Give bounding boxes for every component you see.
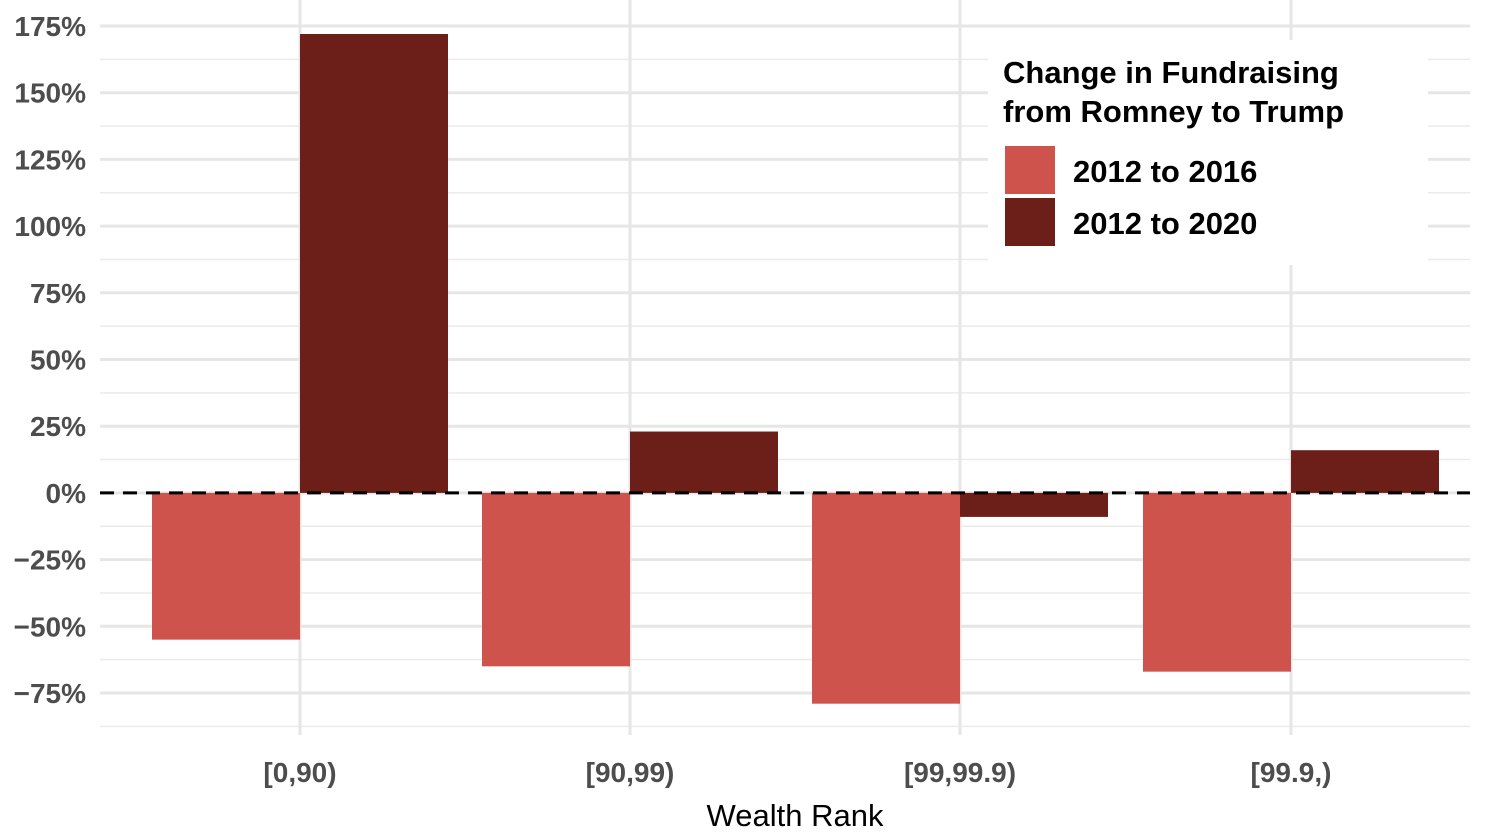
- bar-2012-to-2020-1: [630, 431, 778, 493]
- x-axis-title: Wealth Rank: [707, 798, 884, 833]
- bar-2012-to-2016-3: [1143, 492, 1291, 672]
- legend-title-line-2: from Romney to Trump: [1003, 94, 1344, 129]
- y-tick-label: 125%: [14, 144, 86, 175]
- y-tick-label: 25%: [30, 411, 86, 442]
- y-tick-label: −50%: [14, 611, 86, 642]
- bar-2012-to-2016-2: [812, 492, 960, 704]
- x-tick-label: [90,99): [586, 757, 675, 788]
- y-tick-label: 100%: [14, 211, 86, 242]
- y-tick-label: 75%: [30, 278, 86, 309]
- bar-2012-to-2016-1: [482, 492, 630, 667]
- legend-label-2012-to-2020: 2012 to 2020: [1073, 206, 1257, 241]
- x-tick-label: [0,90): [263, 757, 336, 788]
- bar-2012-to-2020-2: [960, 492, 1108, 517]
- legend-key-2012-to-2020: [1005, 198, 1055, 246]
- legend-key-2012-to-2016: [1005, 146, 1055, 194]
- legend-title-line-1: Change in Fundraising: [1003, 55, 1339, 90]
- y-tick-label: 150%: [14, 78, 86, 109]
- legend: Change in Fundraising from Romney to Tru…: [988, 40, 1428, 265]
- x-tick-label: [99.9,): [1251, 757, 1332, 788]
- y-tick-label: 0%: [46, 478, 87, 509]
- bar-2012-to-2020-0: [300, 34, 448, 493]
- legend-label-2012-to-2016: 2012 to 2016: [1073, 154, 1257, 189]
- bars: [152, 34, 1439, 704]
- y-tick-label: 175%: [14, 11, 86, 42]
- bar-2012-to-2020-3: [1291, 450, 1439, 493]
- x-tick-label: [99,99.9): [904, 757, 1016, 788]
- y-tick-label: −25%: [14, 545, 86, 576]
- bar-2012-to-2016-0: [152, 492, 300, 640]
- x-axis-tick-labels: [0,90) [90,99) [99,99.9) [99.9,): [263, 757, 1331, 788]
- y-axis-tick-labels: −75% −50% −25% 0% 25% 50% 75% 100% 125% 150% 175%: [14, 11, 87, 709]
- legend-background: [988, 40, 1428, 265]
- y-tick-label: −75%: [14, 678, 86, 709]
- y-tick-label: 50%: [30, 345, 86, 376]
